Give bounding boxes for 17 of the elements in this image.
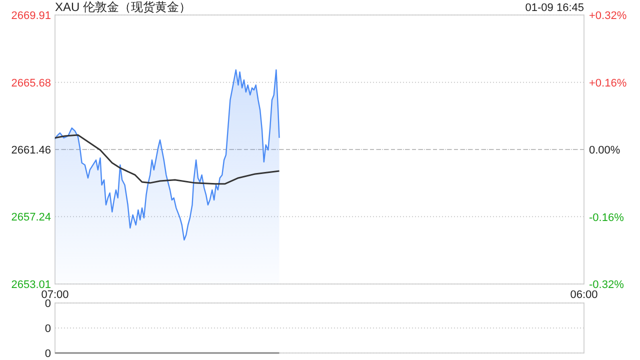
x-tick-label: 07:00	[41, 289, 69, 301]
y-tick-label: 2653.01	[11, 279, 51, 291]
y-tick-label: 2669.91	[11, 10, 51, 22]
y-tick-label: 2665.68	[11, 77, 51, 90]
y2-tick-label: 0.00%	[589, 144, 620, 156]
y-tick-label: 0	[44, 298, 51, 310]
y2-tick-label: +0.32%	[589, 10, 627, 22]
y-tick-label: 0	[44, 323, 51, 335]
x-tick-label: 06:00	[570, 289, 598, 301]
y-tick-label: 2657.24	[11, 212, 51, 224]
y-tick-label: 0	[44, 348, 51, 360]
y2-tick-label: -0.32%	[589, 279, 624, 291]
chart-subtitle: 01-09 16:45	[525, 2, 584, 14]
y2-tick-label: -0.16%	[589, 212, 624, 224]
y-tick-label: 2661.46	[11, 144, 51, 156]
y2-tick-label: +0.16%	[589, 77, 627, 90]
chart-title: XAU 伦敦金（现货黄金）	[55, 0, 192, 14]
